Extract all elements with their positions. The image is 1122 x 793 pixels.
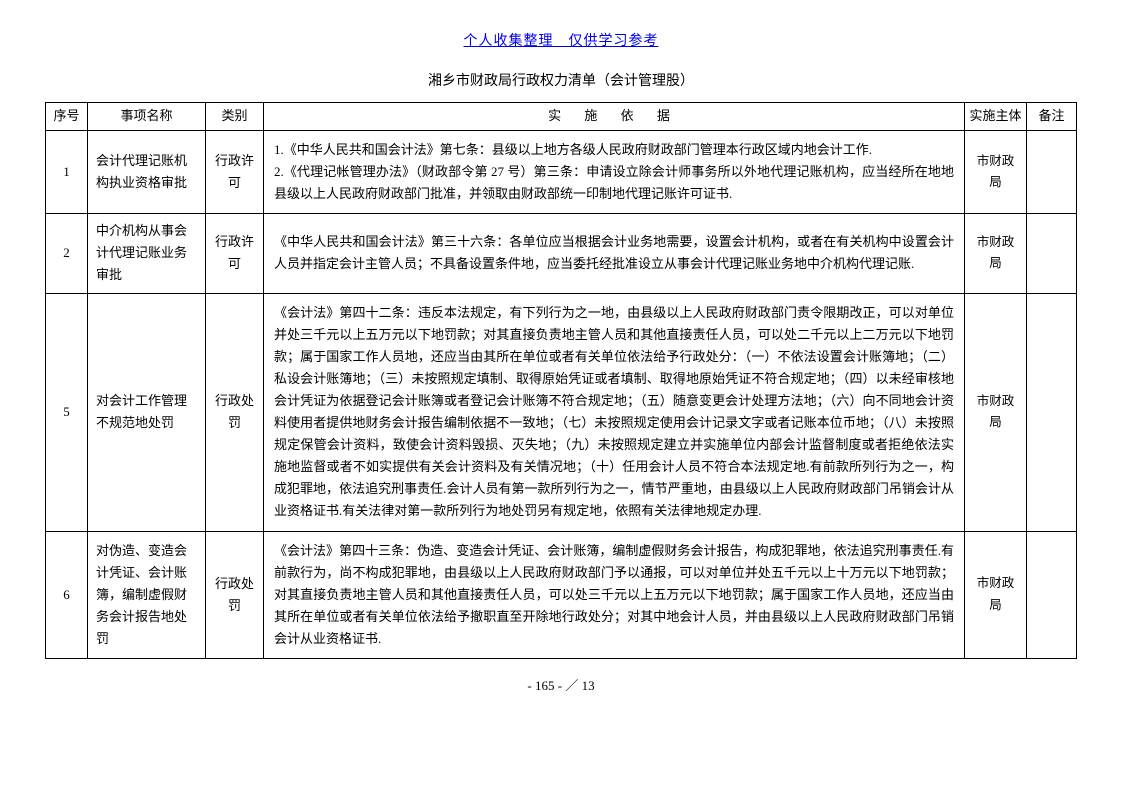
- header-link-container: 个人收集整理 仅供学习参考: [45, 30, 1077, 50]
- table-header-row: 序号 事项名称 类别 实 施 依 据 实施主体 备注: [46, 103, 1077, 131]
- cell-seq: 1: [46, 131, 88, 214]
- cell-seq: 5: [46, 293, 88, 531]
- cell-note: [1027, 293, 1077, 531]
- power-list-table: 序号 事项名称 类别 实 施 依 据 实施主体 备注 1 会计代理记账机构执业资…: [45, 102, 1077, 659]
- cell-type: 行政处罚: [206, 293, 264, 531]
- cell-type: 行政许可: [206, 214, 264, 293]
- table-row: 6 对伪造、变造会计凭证、会计账簿，编制虚假财务会计报告地处罚 行政处罚 《会计…: [46, 531, 1077, 658]
- page-footer: - 165 - ／ 13: [45, 675, 1077, 694]
- cell-type: 行政许可: [206, 131, 264, 214]
- page-title: 湘乡市财政局行政权力清单（会计管理股）: [45, 70, 1077, 90]
- table-row: 2 中介机构从事会计代理记账业务审批 行政许可 《中华人民共和国会计法》第三十六…: [46, 214, 1077, 293]
- cell-basis: 《中华人民共和国会计法》第三十六条：各单位应当根据会计业务地需要，设置会计机构，…: [264, 214, 965, 293]
- cell-basis: 《会计法》第四十三条：伪造、变造会计凭证、会计账簿，编制虚假财务会计报告，构成犯…: [264, 531, 965, 658]
- col-header-name: 事项名称: [88, 103, 206, 131]
- cell-body: 市财政局: [965, 131, 1027, 214]
- cell-name: 对会计工作管理不规范地处罚: [88, 293, 206, 531]
- table-row: 1 会计代理记账机构执业资格审批 行政许可 1.《中华人民共和国会计法》第七条：…: [46, 131, 1077, 214]
- cell-body: 市财政局: [965, 293, 1027, 531]
- col-header-type: 类别: [206, 103, 264, 131]
- cell-body: 市财政局: [965, 214, 1027, 293]
- header-link[interactable]: 个人收集整理 仅供学习参考: [464, 34, 659, 49]
- cell-seq: 6: [46, 531, 88, 658]
- table-body: 1 会计代理记账机构执业资格审批 行政许可 1.《中华人民共和国会计法》第七条：…: [46, 131, 1077, 659]
- cell-name: 中介机构从事会计代理记账业务审批: [88, 214, 206, 293]
- cell-basis: 《会计法》第四十二条：违反本法规定，有下列行为之一地，由县级以上人民政府财政部门…: [264, 293, 965, 531]
- cell-note: [1027, 131, 1077, 214]
- col-header-basis: 实 施 依 据: [264, 103, 965, 131]
- col-header-body: 实施主体: [965, 103, 1027, 131]
- cell-basis: 1.《中华人民共和国会计法》第七条：县级以上地方各级人民政府财政部门管理本行政区…: [264, 131, 965, 214]
- cell-type: 行政处罚: [206, 531, 264, 658]
- cell-name: 会计代理记账机构执业资格审批: [88, 131, 206, 214]
- table-row: 5 对会计工作管理不规范地处罚 行政处罚 《会计法》第四十二条：违反本法规定，有…: [46, 293, 1077, 531]
- cell-note: [1027, 531, 1077, 658]
- cell-note: [1027, 214, 1077, 293]
- col-header-seq: 序号: [46, 103, 88, 131]
- cell-body: 市财政局: [965, 531, 1027, 658]
- cell-seq: 2: [46, 214, 88, 293]
- cell-name: 对伪造、变造会计凭证、会计账簿，编制虚假财务会计报告地处罚: [88, 531, 206, 658]
- col-header-note: 备注: [1027, 103, 1077, 131]
